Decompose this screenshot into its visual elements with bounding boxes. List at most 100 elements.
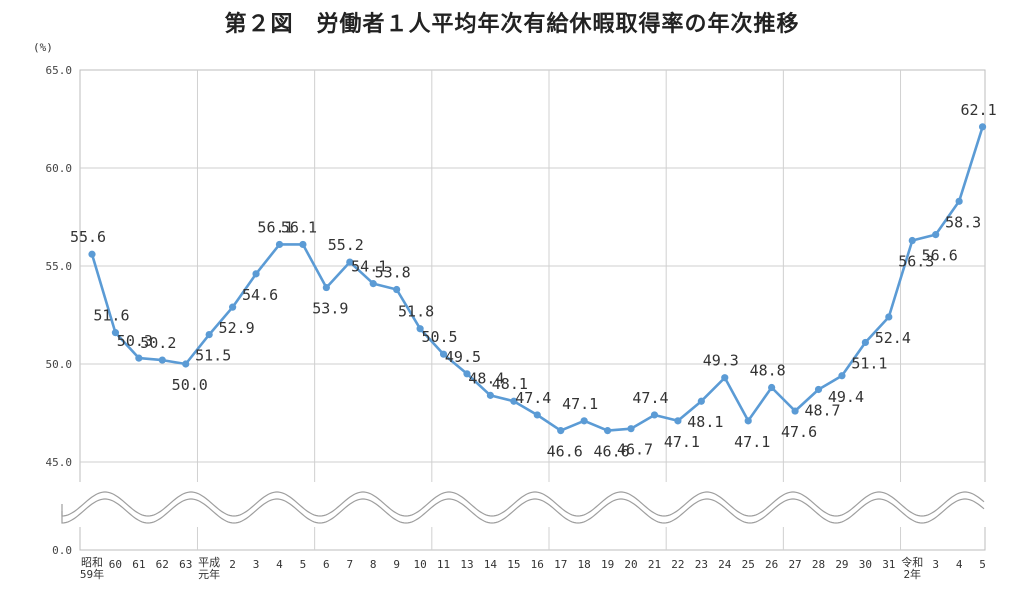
data-point [744, 417, 752, 425]
data-point [861, 338, 869, 347]
x-tick-label: 7 [346, 558, 353, 571]
x-tick-label: 15 [507, 558, 520, 571]
data-point [322, 283, 330, 292]
x-tick-label: 14 [484, 558, 498, 571]
data-label: 54.1 [351, 258, 387, 276]
x-tick-label: 10 [413, 558, 426, 571]
data-label: 51.1 [851, 354, 887, 372]
y-tick-label: 0.0 [52, 544, 72, 557]
y-tick-label: 45.0 [46, 456, 73, 469]
data-label: 50.5 [421, 328, 457, 346]
data-point [721, 374, 729, 382]
x-tick-label: 29 [835, 558, 848, 571]
x-tick-label: 63 [179, 558, 192, 571]
data-label: 49.4 [828, 388, 864, 406]
data-point [674, 417, 682, 425]
x-tick-label: 6 [323, 558, 330, 571]
data-label: 50.3 [117, 332, 153, 350]
data-point [697, 397, 705, 405]
x-tick-label: 20 [624, 558, 637, 571]
data-point [603, 427, 612, 435]
x-tick-label: 22 [671, 558, 684, 571]
data-label: 56.6 [922, 247, 958, 265]
data-point [650, 411, 659, 419]
y-unit-label: (%) [33, 41, 53, 54]
x-tick-label: 4 [956, 558, 963, 571]
data-label: 58.3 [945, 213, 981, 231]
x-tick-label: 28 [812, 558, 825, 571]
x-tick-label: 61 [132, 558, 145, 571]
x-tick-label: 25 [742, 558, 755, 571]
x-tick-label: 2年 [903, 567, 921, 581]
x-tick-label: 24 [718, 558, 732, 571]
data-point [978, 123, 987, 131]
data-point [439, 350, 448, 358]
x-tick-label: 4 [276, 558, 283, 571]
data-point [791, 407, 799, 415]
x-tick-label: 23 [695, 558, 708, 571]
data-label: 49.5 [445, 348, 481, 366]
x-tick-label: 5 [979, 558, 986, 571]
chart-title: 第２図 労働者１人平均年次有給休暇取得率の年次推移 [224, 12, 800, 37]
data-label: 46.6 [594, 443, 630, 461]
x-tick-label: 平成 [198, 556, 220, 569]
data-label: 47.4 [515, 389, 551, 407]
data-label: 50.0 [172, 376, 208, 394]
data-point [486, 391, 495, 399]
data-label: 56.1 [281, 218, 317, 236]
x-tick-label: 11 [437, 558, 450, 571]
data-label: 55.6 [70, 228, 106, 246]
data-point [768, 383, 776, 392]
x-tick-label: 59年 [80, 567, 104, 581]
axis-break-wave [61, 498, 985, 524]
data-label: 56.1 [257, 218, 293, 236]
x-tick-label: 31 [882, 558, 895, 571]
data-point [393, 285, 401, 294]
data-label: 54.6 [242, 286, 278, 304]
data-label: 52.9 [219, 319, 255, 337]
x-tick-label: 3 [932, 558, 939, 571]
data-point [111, 329, 120, 337]
data-label: 53.9 [312, 300, 348, 318]
data-point [88, 250, 96, 258]
data-label: 51.5 [195, 347, 231, 365]
data-label: 47.1 [562, 395, 598, 413]
data-point [252, 270, 260, 278]
x-tick-label: 30 [859, 558, 872, 571]
data-label: 56.3 [898, 253, 934, 271]
data-label: 51.6 [93, 307, 129, 325]
x-tick-label: 21 [648, 558, 661, 571]
x-tick-label: 昭和 [81, 556, 103, 569]
axis-break-wave [61, 491, 985, 517]
x-tick-label: 16 [531, 558, 544, 571]
data-label: 50.2 [140, 334, 176, 352]
data-point [557, 427, 565, 435]
y-tick-label: 55.0 [46, 260, 73, 273]
data-label: 46.6 [547, 443, 583, 461]
x-tick-label: 令和 [901, 555, 923, 569]
y-tick-label: 50.0 [46, 358, 73, 371]
x-tick-label: 26 [765, 558, 778, 571]
data-label: 47.6 [781, 423, 817, 441]
data-label: 46.7 [617, 441, 653, 459]
data-label: 48.4 [468, 369, 504, 387]
x-tick-label: 2 [229, 558, 236, 571]
x-tick-label: 17 [554, 558, 567, 571]
data-point [299, 240, 307, 249]
data-point [932, 231, 940, 239]
data-label: 47.1 [664, 433, 700, 451]
data-point [908, 236, 916, 245]
data-point [346, 258, 354, 266]
data-point [275, 240, 284, 249]
y-tick-label: 65.0 [46, 64, 73, 77]
data-label: 47.4 [632, 389, 668, 407]
data-point [580, 417, 588, 425]
data-point [955, 197, 963, 205]
data-point [369, 280, 377, 288]
y-tick-label: 60.0 [46, 162, 73, 175]
data-label: 48.8 [750, 362, 786, 380]
x-tick-label: 9 [393, 558, 400, 571]
data-point [229, 303, 237, 311]
data-point [510, 397, 518, 405]
x-tick-label: 62 [156, 558, 169, 571]
